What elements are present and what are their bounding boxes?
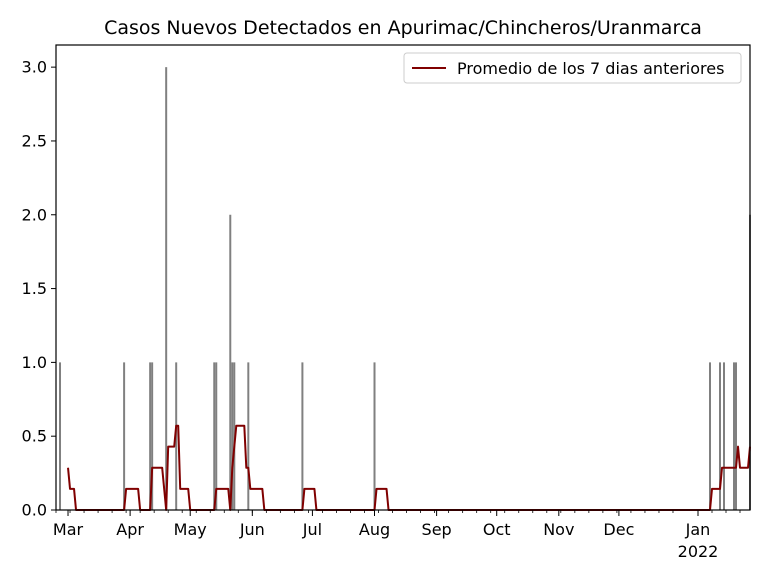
bar: [723, 362, 725, 510]
y-tick-label: 3.0: [22, 58, 47, 77]
y-axis: 0.0 0.5 1.0 1.5 2.0 2.5 3.0: [22, 58, 56, 520]
bar: [149, 362, 152, 510]
x-tick-label: Aug: [359, 520, 390, 539]
x-tick-label: Oct: [483, 520, 511, 539]
bar: [733, 362, 735, 510]
bar: [301, 362, 304, 510]
x-tick-label: Dec: [603, 520, 634, 539]
bar-series: [59, 67, 751, 510]
bar: [123, 362, 126, 510]
x-tick-label: Mar: [53, 520, 84, 539]
average-line: [67, 424, 751, 511]
x-tick-label: Jul: [302, 520, 322, 539]
bar: [247, 362, 250, 510]
bar: [213, 362, 216, 510]
x-axis: Mar Apr May Jun Jul Aug Sep Oct Nov Dec Jan 2022: [53, 510, 741, 561]
bar: [165, 67, 168, 510]
x-tick-label: Nov: [543, 520, 574, 539]
x-tick-label: Apr: [116, 520, 144, 539]
legend-box: [403, 52, 742, 84]
legend-entry-label: Promedio de los 7 dias anteriores: [457, 59, 724, 78]
y-tick-label: 1.5: [22, 279, 47, 298]
y-tick-label: 2.5: [22, 131, 47, 150]
x-tick-sublabel: 2022: [678, 542, 719, 561]
y-tick-label: 0.0: [22, 501, 47, 520]
y-tick-label: 1.0: [22, 353, 47, 372]
y-tick-label: 0.5: [22, 427, 47, 446]
x-tick-label: Sep: [422, 520, 452, 539]
bar: [709, 362, 711, 510]
x-tick-label: May: [174, 520, 207, 539]
bar: [229, 214, 232, 510]
bar: [215, 362, 218, 510]
bar: [373, 362, 376, 510]
x-tick-label: Jun: [239, 520, 265, 539]
bar: [151, 362, 154, 510]
plot-frame: [55, 44, 751, 511]
bar: [231, 362, 234, 510]
y-tick-label: 2.0: [22, 205, 47, 224]
bar: [719, 362, 721, 510]
bar: [59, 362, 62, 510]
average-line-series: [67, 424, 751, 511]
bar: [735, 362, 737, 510]
legend: Promedio de los 7 dias anteriores: [403, 52, 742, 84]
chart-title: Casos Nuevos Detectados en Apurimac/Chin…: [104, 17, 702, 39]
x-tick-label: Jan: [685, 520, 711, 539]
